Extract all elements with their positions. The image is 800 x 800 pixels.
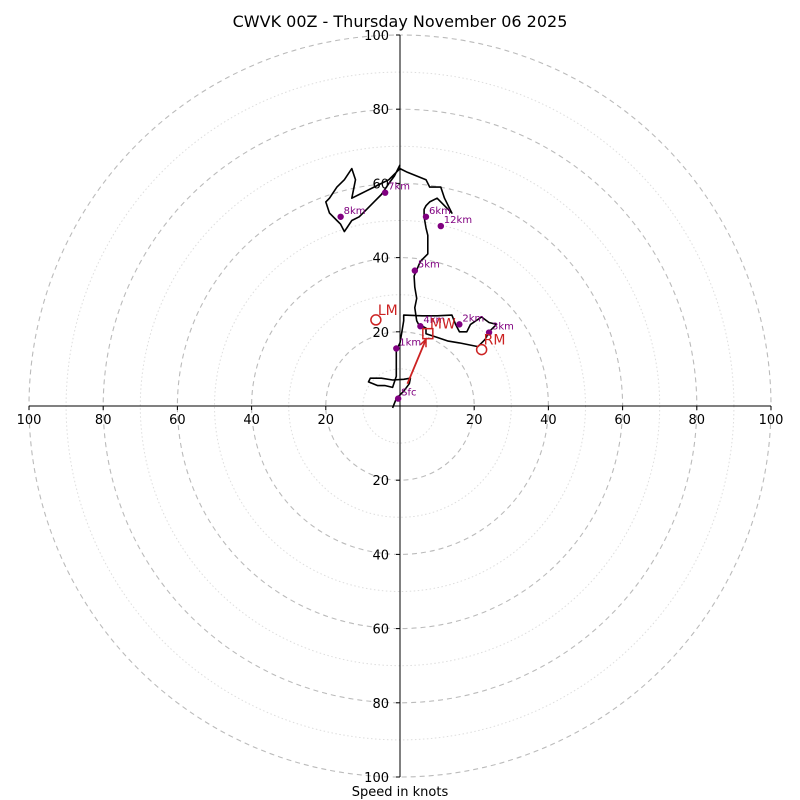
- storm-motion-lm-marker: [370, 314, 382, 326]
- y-tick-label: 80: [372, 103, 389, 118]
- x-tick-label: 20: [318, 413, 335, 428]
- x-tick-label: 60: [614, 413, 631, 428]
- storm-motion-label: MW: [430, 317, 456, 333]
- x-tick-label: 80: [95, 413, 112, 428]
- height-marker-label: 7km: [388, 182, 410, 193]
- x-tick-label: 60: [169, 413, 186, 428]
- hodograph-trace-layer: [325, 164, 498, 409]
- storm-motion-label: LM: [378, 303, 398, 319]
- storm-motion-label: RM: [484, 333, 506, 349]
- axes: [28, 34, 772, 778]
- height-marker-label: 6km: [429, 206, 451, 217]
- x-tick-label: 100: [17, 413, 42, 428]
- x-tick-label: 40: [540, 413, 557, 428]
- y-tick-label: 100: [364, 771, 389, 786]
- y-tick-label: 20: [372, 326, 389, 341]
- x-tick-label: 20: [466, 413, 483, 428]
- storm-motion-markers: LM MW RM: [370, 303, 506, 356]
- height-marker-label: Sfc: [401, 388, 416, 399]
- height-marker-2km: [456, 321, 463, 328]
- y-tick-label: 80: [372, 697, 389, 712]
- x-axis-label: Speed in knots: [352, 785, 449, 800]
- storm-motion-mw-marker: [422, 327, 434, 340]
- height-marker-6km: [422, 213, 430, 220]
- y-tick-label: 40: [372, 548, 389, 563]
- height-marker-12km: [437, 222, 445, 230]
- height-marker-label: 12km: [444, 215, 472, 226]
- height-marker-label: 2km: [462, 313, 484, 324]
- height-marker-3km: [485, 329, 493, 336]
- height-marker-8km: [337, 213, 344, 220]
- height-marker-label: 1km: [399, 337, 421, 348]
- shear-vector-line: [406, 338, 427, 385]
- y-tick-label: 100: [364, 29, 389, 44]
- height-marker-label: 4km: [423, 315, 445, 326]
- y-tick-label: 60: [372, 623, 389, 638]
- height-marker-label: 5km: [418, 260, 440, 271]
- storm-motion-rm-marker: [475, 343, 488, 356]
- chart-title: CWVK 00Z - Thursday November 06 2025: [233, 12, 568, 31]
- y-tick-label: 20: [372, 474, 389, 489]
- height-marker-label: 8km: [344, 206, 366, 217]
- hodograph-trace: [325, 164, 498, 409]
- height-marker-1km: [393, 345, 400, 352]
- x-tick-label: 40: [243, 413, 260, 428]
- height-marker-7km: [381, 189, 389, 196]
- height-marker-4km: [417, 323, 424, 330]
- x-tick-label: 80: [689, 413, 706, 428]
- height-marker-label: 3km: [492, 322, 514, 333]
- height-marker-5km: [411, 267, 419, 274]
- tick-labels: 100 80 60 40 20 20 40 60 80 100100806040202040608…: [17, 29, 784, 786]
- height-marker-sfc: [394, 395, 402, 402]
- y-tick-label: 40: [372, 252, 389, 267]
- height-markers: Sfc 1km 2km 3km 4km 5km 6km 7km 8km 12km: [337, 182, 514, 402]
- x-tick-label: 100: [759, 413, 784, 428]
